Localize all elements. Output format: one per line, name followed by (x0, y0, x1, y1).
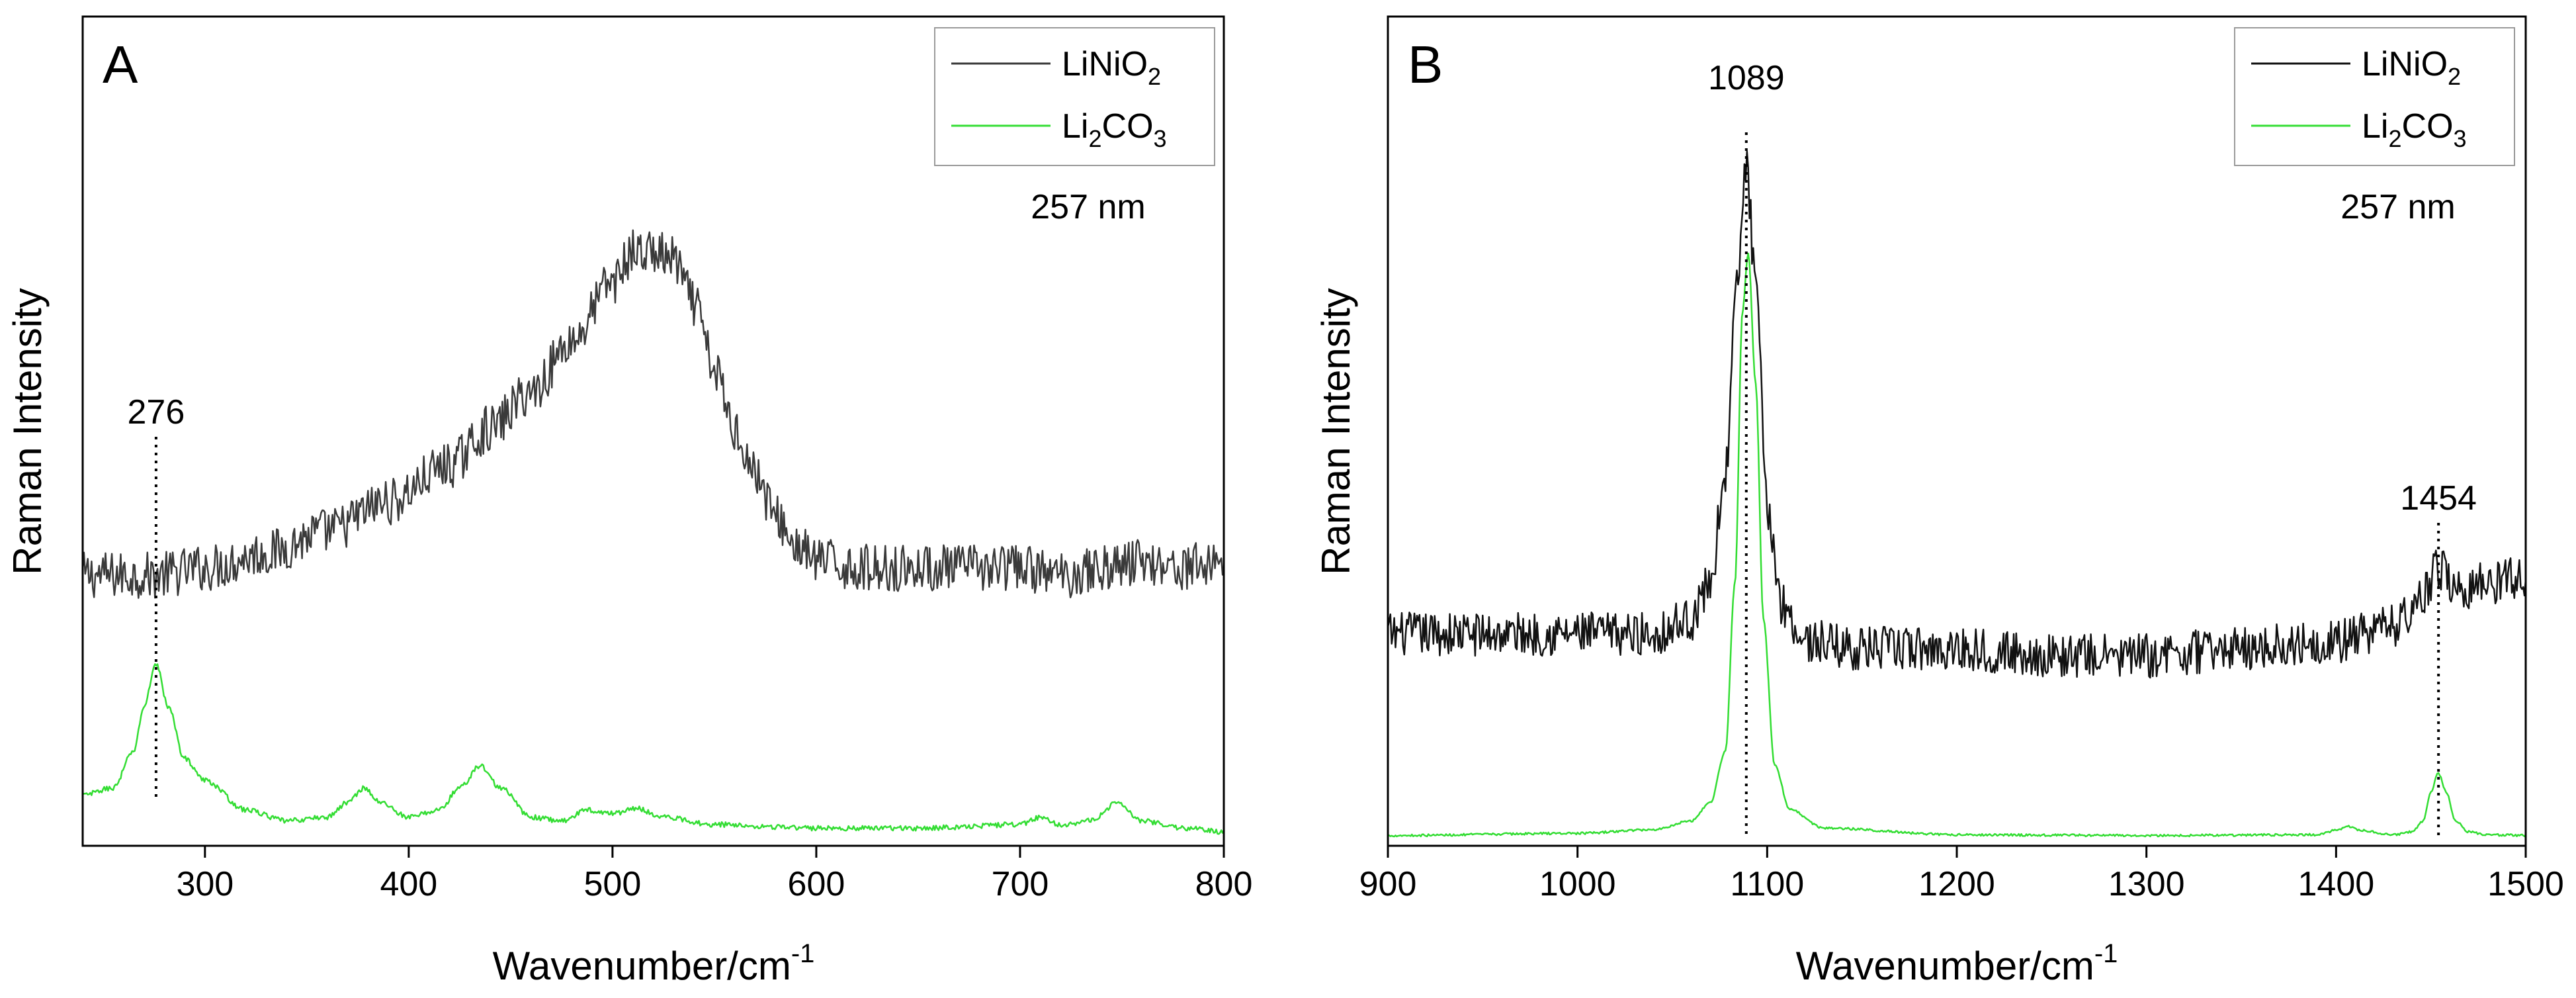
panel-b-x-axis-label: Wavenumber/cm-1 (1796, 939, 2118, 988)
panel-b-series-li2co3 (1388, 252, 2526, 838)
panel-a-plot-frame (81, 15, 1225, 847)
panel-a-x-tick-label-500: 500 (584, 865, 642, 903)
panel-b-series-linio2 (1388, 150, 2526, 679)
panel-a-x-tick-label-300: 300 (176, 865, 234, 903)
panel-b-y-axis-label: Raman Intensity (1314, 288, 1358, 575)
panel-b-x-tick-label-900: 900 (1359, 865, 1417, 903)
panel-b-annotation-layer: 1089 1454 (1708, 59, 2477, 839)
panel-b-x-tick-label-1000: 1000 (1539, 865, 1616, 903)
panel-a-x-tick-label-800: 800 (1195, 865, 1253, 903)
panel-b-x-tick-label-1500: 1500 (2487, 865, 2564, 903)
panel-a-y-axis-label: Raman Intensity (5, 288, 50, 575)
panel-b-legend-entry-linio2: LiNiO2 (2362, 45, 2461, 90)
panel-b-legend: LiNiO2 Li2CO3 (2234, 27, 2515, 166)
panel-a: 276 300 400 500 600 700 800 A 257 nm LiNiO2 L… (5, 15, 1252, 988)
panel-a-label: A (103, 35, 138, 94)
panel-a-legend-box (934, 27, 1215, 166)
panel-a-series-layer (83, 229, 1224, 835)
panel-a-legend: LiNiO2 Li2CO3 (934, 27, 1215, 166)
panel-b: 1089 1454 900 1000 1100 1200 1300 1400 1500 B 2… (1314, 15, 2564, 988)
panel-b-label: B (1408, 35, 1443, 94)
panel-b-legend-box (2234, 27, 2515, 166)
panel-a-x-tick-label-700: 700 (992, 865, 1049, 903)
panel-a-note: 257 nm (1031, 188, 1145, 226)
panel-b-series-layer (1388, 150, 2526, 838)
panel-b-x-tick-label-1100: 1100 (1730, 865, 1804, 903)
panel-b-legend-entry-li2co3: Li2CO3 (2362, 107, 2467, 152)
panel-a-legend-entry-li2co3: Li2CO3 (1062, 107, 1167, 152)
panel-a-x-tick-label-600: 600 (788, 865, 845, 903)
panel-b-x-ticks: 900 1000 1100 1200 1300 1400 1500 (1359, 846, 2564, 903)
panel-b-peak-label-1454: 1454 (2400, 479, 2477, 518)
panel-a-series-li2co3 (83, 663, 1224, 835)
panel-a-series-linio2 (83, 229, 1224, 599)
panel-b-x-tick-label-1400: 1400 (2297, 865, 2374, 903)
panel-a-annotation-layer: 276 (128, 393, 185, 801)
panel-a-x-tick-label-400: 400 (380, 865, 437, 903)
panel-a-peak-label-276: 276 (128, 393, 185, 431)
panel-b-peak-label-1089: 1089 (1708, 59, 1785, 97)
panel-a-x-axis-label: Wavenumber/cm-1 (493, 939, 815, 988)
panel-b-x-tick-label-1300: 1300 (2108, 865, 2185, 903)
panel-a-legend-entry-linio2: LiNiO2 (1062, 45, 1161, 90)
panel-a-x-ticks: 300 400 500 600 700 800 (176, 846, 1252, 903)
panel-b-x-tick-label-1200: 1200 (1918, 865, 1995, 903)
panel-b-note: 257 nm (2340, 188, 2455, 226)
